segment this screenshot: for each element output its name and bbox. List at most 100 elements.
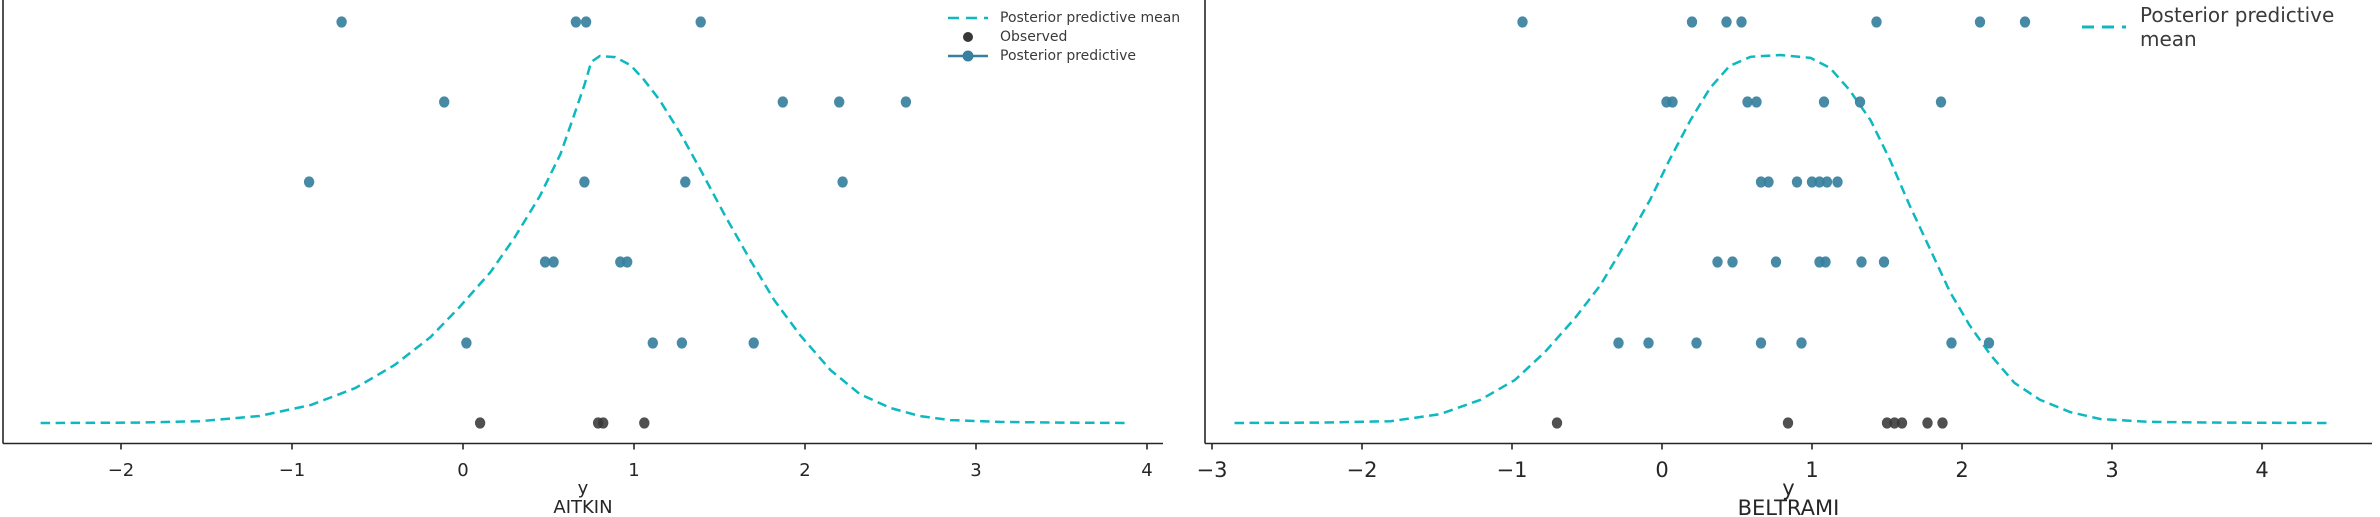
x-tick-label: 4 xyxy=(1141,460,1152,481)
x-tick-label: −2 xyxy=(1347,458,1378,482)
observed-dot xyxy=(1889,417,1900,429)
posterior-predictive-dot xyxy=(579,176,590,188)
legend-beltrami: Posterior predictive mean xyxy=(2080,3,2380,51)
posterior-predictive-dot xyxy=(303,176,315,188)
subplot-title: AITKIN xyxy=(553,497,612,517)
posterior-predictive-dot xyxy=(837,176,848,188)
posterior-predictive-dot xyxy=(1832,176,1843,188)
posterior-predictive-dot xyxy=(548,256,559,268)
observed-dot xyxy=(639,417,650,429)
legend-item-posterior-predictive: Posterior predictive xyxy=(946,46,1180,65)
posterior-predictive-dot xyxy=(1721,16,1732,28)
posterior-predictive-dot xyxy=(1742,96,1753,108)
posterior-predictive-dot xyxy=(1712,256,1723,268)
posterior-predictive-dot xyxy=(1796,337,1807,349)
posterior-predictive-mean-curve xyxy=(1234,53,2330,425)
posterior-predictive-dot xyxy=(1946,337,1957,349)
legend-label: Observed xyxy=(1000,28,1068,45)
posterior-predictive-dot xyxy=(1791,176,1803,188)
posterior-predictive-dot xyxy=(439,96,450,108)
legend-label: Posterior predictive xyxy=(1000,47,1137,64)
posterior-predictive-dot xyxy=(1755,337,1767,349)
posterior-predictive-dot xyxy=(1983,337,1995,349)
x-tick-label: 4 xyxy=(2255,458,2268,482)
posterior-predictive-dot xyxy=(1686,16,1698,28)
dashed-line-sample-icon xyxy=(948,16,988,19)
posterior-predictive-dot xyxy=(695,16,706,28)
posterior-predictive-dot xyxy=(1935,96,1947,108)
posterior-predictive-dot xyxy=(1770,256,1782,268)
posterior-predictive-dot xyxy=(461,337,472,349)
posterior-predictive-dot xyxy=(1755,176,1767,188)
posterior-predictive-dot xyxy=(1820,256,1831,268)
x-tick-label: 2 xyxy=(1955,458,1968,482)
x-tick-label: 3 xyxy=(970,460,981,481)
observed-dot-sample-icon xyxy=(963,31,973,42)
posterior-predictive-dot xyxy=(1736,16,1747,28)
observed-dot xyxy=(598,417,609,429)
posterior-predictive-dot xyxy=(1763,176,1774,188)
posterior-predictive-dot xyxy=(1751,96,1762,108)
posterior-predictive-dot xyxy=(1643,337,1654,349)
x-axis-label: y xyxy=(578,478,589,499)
posterior-predictive-dot xyxy=(748,337,759,349)
legend-item-posterior-predictive-mean: Posterior predictive mean xyxy=(946,8,1180,27)
posterior-predictive-dot xyxy=(580,16,592,28)
posterior-predictive-dot xyxy=(1856,256,1867,268)
posterior-predictive-dot xyxy=(622,256,633,268)
posterior-predictive-dot xyxy=(680,176,691,188)
x-tick-label: 1 xyxy=(628,460,639,481)
observed-dot xyxy=(1551,417,1563,429)
legend-item-observed: Observed xyxy=(946,27,1180,46)
posterior-predictive-dot xyxy=(900,96,912,108)
posterior-predictive-dot xyxy=(1517,16,1528,28)
observed-dot xyxy=(1782,417,1794,429)
legend-label: Posterior predictive mean xyxy=(2140,3,2335,51)
posterior-predictive-dot xyxy=(777,96,788,108)
legend-label: Posterior predictive mean xyxy=(1000,9,1181,26)
posterior-predictive-dot xyxy=(676,337,688,349)
posterior-predictive-dot xyxy=(570,16,582,28)
x-axis-label: y xyxy=(1782,476,1794,500)
observed-dot xyxy=(474,417,486,429)
posterior-predictive-dot xyxy=(1814,176,1825,188)
dashed-line-sample-icon xyxy=(2082,25,2126,29)
subplot-title: BELTRAMI xyxy=(1738,496,1840,517)
observed-dot xyxy=(1896,417,1908,429)
line-dot-sample-icon xyxy=(948,50,988,61)
posterior-predictive-dot xyxy=(1821,176,1833,188)
posterior-predictive-dot xyxy=(1974,16,1986,28)
observed-dot xyxy=(1881,417,1893,429)
posterior-predictive-dot xyxy=(2019,16,2031,28)
x-tick-label: −2 xyxy=(108,460,135,481)
x-tick-label: 2 xyxy=(799,460,810,481)
x-tick-label: 0 xyxy=(457,460,468,481)
posterior-predictive-dot xyxy=(834,96,845,108)
posterior-predictive-dot xyxy=(1818,96,1830,108)
posterior-predictive-dot xyxy=(1613,337,1624,349)
posterior-predictive-dot xyxy=(1806,176,1818,188)
x-tick-label: 3 xyxy=(2105,458,2118,482)
legend-item-posterior-predictive-mean: Posterior predictive mean xyxy=(2080,3,2380,51)
posterior-predictive-dot xyxy=(1691,337,1702,349)
posterior-predictive-dot xyxy=(1871,16,1882,28)
posterior-predictive-dot xyxy=(336,16,347,28)
posterior-predictive-mean-curve xyxy=(40,54,1130,425)
posterior-predictive-dot xyxy=(647,337,658,349)
posterior-predictive-dot xyxy=(1878,256,1890,268)
x-tick-label: −3 xyxy=(1197,458,1228,482)
x-tick-label: 0 xyxy=(1655,458,1668,482)
x-tick-label: 1 xyxy=(1805,458,1818,482)
x-tick-label: −1 xyxy=(1497,458,1528,482)
observed-dot xyxy=(1937,417,1948,429)
x-tick-label: −1 xyxy=(279,460,306,481)
observed-dot xyxy=(1922,417,1933,429)
posterior-predictive-dot xyxy=(539,256,551,268)
posterior-predictive-dot xyxy=(1727,256,1738,268)
posterior-predictive-dot xyxy=(1854,96,1866,108)
legend-aitkin: Posterior predictive mean Observed Poste… xyxy=(946,8,1180,65)
